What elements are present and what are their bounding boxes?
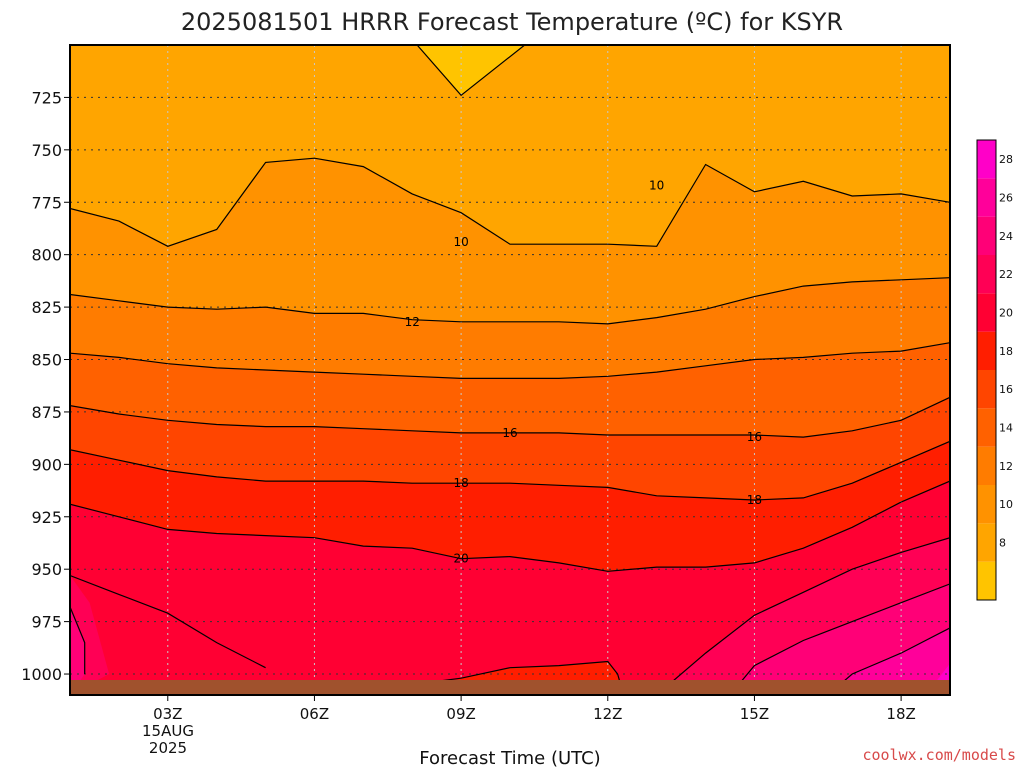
x-date-year: 2025 [149,739,187,757]
colorbar-label: 26 [999,192,1013,205]
colorbar: 8 10 12 14 16 18 20 22 24 26 28 [976,139,1013,601]
y-tick-label: 850 [31,351,62,370]
y-tick-label: 825 [31,298,62,317]
contour-label: 16 [502,426,517,440]
colorbar-swatch [977,140,996,179]
colorbar-swatch [977,446,996,485]
colorbar-swatch [977,331,996,370]
contour-label: 10 [453,235,468,249]
band-10-12 [70,158,950,324]
colorbar-label: 18 [999,345,1013,358]
grid-lines [70,45,950,695]
y-axis: 725 750 775 800 825 850 875 900 925 950 975 1000 [21,88,70,684]
contour-label: 16 [747,430,762,444]
colorbar-label: 14 [999,422,1013,435]
colorbar-swatch [977,178,996,217]
colorbar-swatch [977,255,996,294]
colorbar-swatch [977,216,996,255]
colorbar-frame [976,139,997,601]
temperature-fill-bands [70,45,950,695]
band-8-10 [70,45,950,247]
x-axis-label: Forecast Time (UTC) [419,748,600,768]
colorbar-label: 22 [999,268,1013,281]
band-14-16 [70,342,950,438]
isotherm-22-left [70,574,266,669]
x-tick-label: 09Z [446,705,475,723]
contour-label: 20 [453,552,468,566]
band-26-28-right [827,627,950,695]
x-tick-label: 15Z [740,705,769,723]
band-below-8 [417,45,525,96]
y-tick-label: 800 [31,246,62,265]
colorbar-swatch [977,293,996,332]
y-tick-label: 975 [31,613,62,632]
colorbar-label: 8 [999,537,1006,550]
y-tick-label: 775 [31,193,62,212]
isotherm-12 [70,277,950,325]
chart-title: 2025081501 HRRR Forecast Temperature (ºC… [181,8,843,36]
band-12-14 [70,277,950,379]
contour-label: 10 [649,178,664,192]
colorbar-swatch [977,561,996,600]
colorbar-swatch [977,370,996,409]
x-tick-label: 18Z [886,705,915,723]
y-tick-label: 900 [31,455,62,474]
isotherm-16 [70,396,950,438]
y-tick-label: 725 [31,88,62,107]
isotherm-20 [70,480,950,572]
credit-text: coolwx.com/models [862,746,1016,764]
isotherm-22-right [656,537,950,695]
band-16-18 [70,397,950,500]
colorbar-label: 20 [999,307,1013,320]
plot-frame [69,44,951,696]
contour-label: 12 [405,315,420,329]
isotherm-18 [70,440,950,501]
x-date-day: 15AUG [142,722,194,740]
x-tick-label: 06Z [300,705,329,723]
colorbar-label: 24 [999,230,1013,243]
x-tick-label: 12Z [593,705,622,723]
contour-labels: 10 10 12 16 16 18 18 20 [405,178,763,565]
x-tick-label: 03Z [153,705,182,723]
contour-lines [70,45,950,695]
y-tick-label: 925 [31,508,62,527]
contour-label: 18 [453,476,468,490]
y-tick-label: 1000 [21,665,62,684]
isotherm-24-right [729,583,950,695]
band-24-26-left [70,606,85,695]
colorbar-label: 16 [999,383,1013,396]
colorbar-swatch [977,408,996,447]
colorbar-label: 12 [999,460,1013,473]
contour-label: 18 [747,493,762,507]
colorbar-label: 28 [999,153,1013,166]
isotherm-20-bottom [412,660,623,691]
x-axis: 03Z 06Z 09Z 12Z 15Z 18Z [153,695,916,723]
y-tick-label: 950 [31,560,62,579]
y-tick-label: 750 [31,141,62,160]
colorbar-label: 10 [999,498,1013,511]
isotherm-8 [416,45,526,97]
isotherm-10 [70,157,950,247]
colorbar-swatch [977,485,996,524]
isotherm-24-left [70,606,86,674]
isotherm-14 [70,342,950,379]
y-tick-label: 875 [31,403,62,422]
ground-strip [70,680,950,695]
band-18-20 [70,441,950,572]
colorbar-swatch [977,523,996,562]
